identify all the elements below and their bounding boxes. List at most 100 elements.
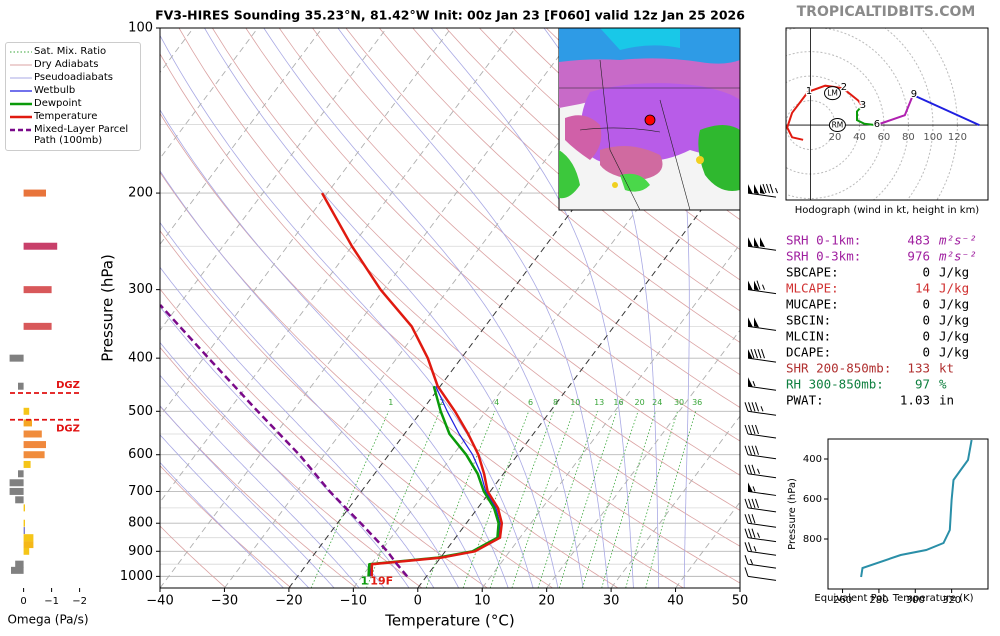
y-tick-label: 800 — [803, 534, 822, 545]
legend-swatch — [10, 102, 32, 106]
omega-bar — [23, 189, 46, 197]
hodograph-trace — [786, 84, 863, 141]
barb-staff — [747, 563, 777, 569]
barb-half — [762, 284, 765, 290]
x-tick-label: 280 — [869, 595, 888, 606]
omega-bar — [23, 286, 52, 294]
barb-feather — [748, 498, 752, 509]
barb-feather — [762, 183, 767, 194]
mixing-ratio-label: 16 — [613, 398, 623, 407]
isotherm — [160, 28, 388, 331]
legend-entry: Mixed-Layer Parcel Path (100mb) — [6, 123, 140, 147]
barb-staff — [747, 433, 777, 439]
barb-feather — [751, 424, 756, 435]
height-label: 2 — [841, 82, 847, 93]
dry-adiabat — [160, 53, 740, 584]
isotherm — [160, 28, 259, 160]
barb-feather — [744, 514, 749, 524]
x-tick-label: −10 — [340, 594, 367, 609]
legend-label: Wetbulb — [34, 85, 76, 96]
storm-motion-marker — [824, 86, 842, 101]
pseudoadiabat — [160, 434, 310, 588]
parameter-label: SRH 0-3km: — [786, 249, 861, 264]
barb-flag — [754, 184, 759, 195]
height-label: 3 — [860, 100, 866, 111]
barb-feather — [751, 528, 756, 538]
hodograph-ring-label: 60 — [878, 132, 891, 143]
legend-swatch — [10, 128, 32, 132]
barb-feather — [744, 555, 749, 565]
legend-label: Temperature — [34, 111, 98, 122]
wind-barb — [747, 377, 777, 391]
pseudoadiabat — [160, 374, 360, 588]
barb-flag — [754, 280, 759, 291]
mixing-ratio-label: 30 — [674, 398, 684, 407]
omega-bar — [23, 441, 46, 449]
barb-staff — [747, 522, 777, 528]
dry-adiabat — [445, 28, 740, 281]
wind-barb — [747, 183, 778, 198]
x-tick-label: 320 — [942, 595, 961, 606]
y-axis-label: Pressure (hPa) — [99, 254, 117, 362]
barb-feather — [751, 445, 756, 455]
storm-motion-label: RM — [832, 121, 844, 130]
x-tick-label: −40 — [146, 594, 173, 609]
parameter-value: 0 — [922, 265, 930, 280]
parameter-unit: J/kg — [939, 313, 969, 328]
mixing-ratio-line — [645, 411, 697, 588]
dry-adiabat — [278, 28, 740, 442]
wind-barb — [744, 528, 777, 543]
barb-feather — [748, 445, 752, 455]
wind-barb — [744, 445, 777, 460]
parameter-value: 0 — [922, 345, 930, 360]
omega-tick-label: −2 — [72, 596, 87, 607]
barb-feather — [755, 424, 759, 435]
plot-frame — [159, 27, 741, 589]
y-tick-label: 100 — [128, 21, 153, 36]
x-tick-label: 40 — [667, 594, 684, 609]
omega-bar — [23, 547, 30, 555]
y-axis-label: Pressure (hPa) — [787, 478, 798, 550]
omega-tick-label: −1 — [44, 596, 59, 607]
parameter-label: MLCIN: — [786, 329, 831, 344]
barb-feather — [751, 464, 756, 474]
x-axis-label: Equivalent Pot. Temperature (K) — [814, 593, 973, 604]
omega-bar — [23, 527, 25, 535]
omega-bar — [23, 460, 31, 468]
parameter-unit: in — [939, 393, 954, 408]
dry-adiabat — [178, 28, 740, 547]
parameter-unit: % — [939, 377, 947, 392]
hodograph-frame — [785, 27, 989, 201]
hodograph-trace — [912, 94, 980, 127]
pseudoadiabat — [204, 28, 559, 588]
x-tick-label: 10 — [474, 594, 491, 609]
legend-swatch — [10, 77, 32, 79]
height-label: 6 — [874, 119, 880, 130]
barb-flag — [748, 280, 753, 291]
isotherm — [160, 28, 516, 503]
wind-barb — [747, 237, 777, 251]
parameter-value: 483 — [907, 233, 930, 248]
pseudoadiabat — [160, 170, 484, 588]
profile-line — [160, 304, 409, 578]
mixing-ratio-line — [582, 411, 639, 588]
parameter-unit: J/kg — [939, 265, 969, 280]
parameter-label: SBCIN: — [786, 313, 831, 328]
mixing-ratio-line — [537, 411, 598, 588]
barb-feather — [744, 464, 749, 474]
y-tick-label: 200 — [128, 186, 153, 201]
parameter-unit: m²s⁻² — [938, 249, 977, 264]
mixing-ratio-line — [558, 411, 618, 588]
legend-label: Dewpoint — [34, 98, 82, 109]
hodograph-ring-label: 40 — [853, 132, 866, 143]
x-tick-label: 20 — [538, 594, 555, 609]
pseudoadiabat — [543, 28, 660, 588]
mixing-ratio-line — [462, 411, 530, 588]
wind-barb — [744, 498, 777, 513]
legend: Sat. Mix. Ratio Dry Adiabats Pseudoadiabat… — [5, 42, 141, 151]
wind-barb — [747, 317, 777, 331]
wind-barb — [747, 482, 777, 496]
omega-bar — [23, 451, 45, 459]
wind-barb — [747, 280, 777, 295]
